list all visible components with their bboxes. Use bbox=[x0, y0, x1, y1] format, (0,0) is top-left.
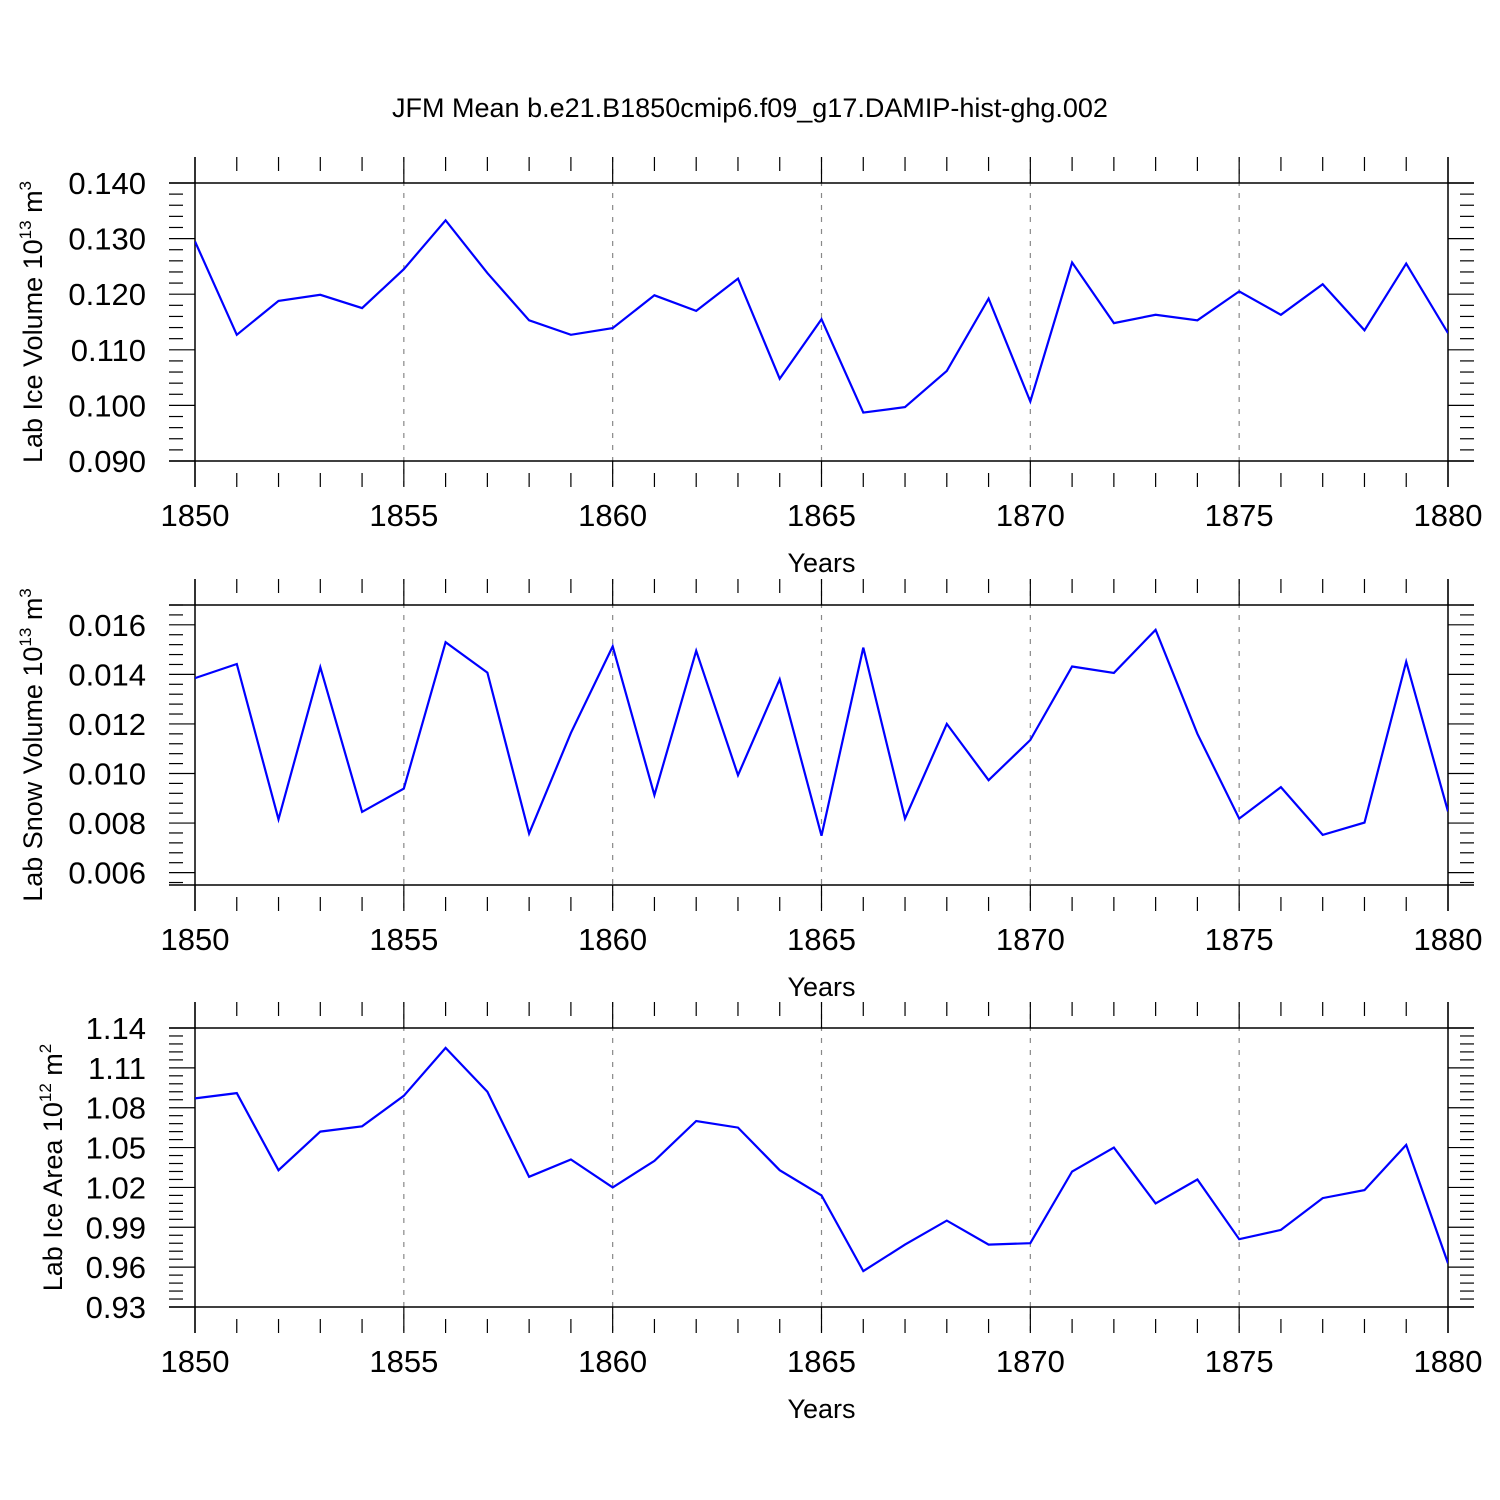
x-tick-label: 1860 bbox=[578, 498, 647, 533]
y-tick-label: 0.130 bbox=[68, 222, 146, 257]
figure-title: JFM Mean b.e21.B1850cmip6.f09_g17.DAMIP-… bbox=[392, 93, 1108, 123]
y-tick-label: 0.120 bbox=[68, 277, 146, 312]
x-tick-label: 1875 bbox=[1205, 1344, 1274, 1379]
y-tick-label: 0.93 bbox=[86, 1290, 146, 1325]
y-tick-label: 1.14 bbox=[86, 1011, 146, 1046]
series-line bbox=[195, 218, 1448, 414]
x-tick-label: 1870 bbox=[996, 1344, 1065, 1379]
x-axis-label: Years bbox=[787, 548, 855, 578]
x-tick-label: 1865 bbox=[787, 922, 856, 957]
y-tick-label: 0.006 bbox=[68, 856, 146, 891]
y-tick-label: 0.016 bbox=[68, 608, 146, 643]
series-line bbox=[195, 627, 1448, 837]
y-axis-label: Lab Snow Volume 1013 m3 bbox=[16, 588, 48, 902]
x-tick-label: 1850 bbox=[161, 922, 230, 957]
x-axis-label: Years bbox=[787, 972, 855, 1002]
x-tick-label: 1875 bbox=[1205, 498, 1274, 533]
x-tick-label: 1855 bbox=[369, 1344, 438, 1379]
x-tick-label: 1855 bbox=[369, 922, 438, 957]
x-tick-label: 1860 bbox=[578, 922, 647, 957]
panel-ice-volume: 1850 1855 1860 1865 1870 1875 1880 Years 0.090 0.… bbox=[16, 157, 1482, 578]
x-tick-label: 1870 bbox=[996, 498, 1065, 533]
y-tick-label: 0.090 bbox=[68, 444, 146, 479]
panel-ice-area: 1850 1855 1860 1865 1870 1875 1880 Years 0.93 0.9… bbox=[36, 1002, 1482, 1424]
y-tick-label: 1.05 bbox=[86, 1131, 146, 1166]
y-tick-label: 0.010 bbox=[68, 756, 146, 791]
y-tick-label: 0.140 bbox=[68, 166, 146, 201]
x-tick-label: 1855 bbox=[369, 498, 438, 533]
y-axis-label: Lab Ice Volume 1013 m3 bbox=[16, 181, 48, 463]
panel-snow-volume: 1850 1855 1860 1865 1870 1875 1880 Years 0.006 0.… bbox=[16, 579, 1482, 1002]
y-tick-label: 0.014 bbox=[68, 657, 146, 692]
y-axis-label: Lab Ice Area 1012 m2 bbox=[36, 1044, 68, 1292]
x-tick-label: 1870 bbox=[996, 922, 1065, 957]
x-tick-label: 1850 bbox=[161, 498, 230, 533]
y-tick-label: 0.96 bbox=[86, 1250, 146, 1285]
x-axis-label: Years bbox=[787, 1394, 855, 1424]
series-line bbox=[195, 1046, 1448, 1273]
x-tick-label: 1880 bbox=[1414, 498, 1483, 533]
y-tick-label: 0.110 bbox=[71, 333, 146, 368]
x-tick-label: 1865 bbox=[787, 498, 856, 533]
panels: 1850 1855 1860 1865 1870 1875 1880 Years 0.090 0.… bbox=[16, 157, 1482, 1424]
y-tick-label: 1.08 bbox=[86, 1091, 146, 1126]
y-tick-label: 0.99 bbox=[86, 1210, 146, 1245]
x-tick-label: 1860 bbox=[578, 1344, 647, 1379]
y-tick-label: 1.02 bbox=[86, 1170, 146, 1205]
x-tick-label: 1875 bbox=[1205, 922, 1274, 957]
x-tick-label: 1880 bbox=[1414, 922, 1483, 957]
y-tick-label: 0.012 bbox=[68, 707, 146, 742]
x-tick-label: 1865 bbox=[787, 1344, 856, 1379]
x-tick-label: 1850 bbox=[161, 1344, 230, 1379]
x-tick-label: 1880 bbox=[1414, 1344, 1483, 1379]
y-tick-label: 1.11 bbox=[88, 1051, 146, 1086]
y-tick-label: 0.008 bbox=[68, 806, 146, 841]
y-tick-label: 0.100 bbox=[68, 388, 146, 423]
